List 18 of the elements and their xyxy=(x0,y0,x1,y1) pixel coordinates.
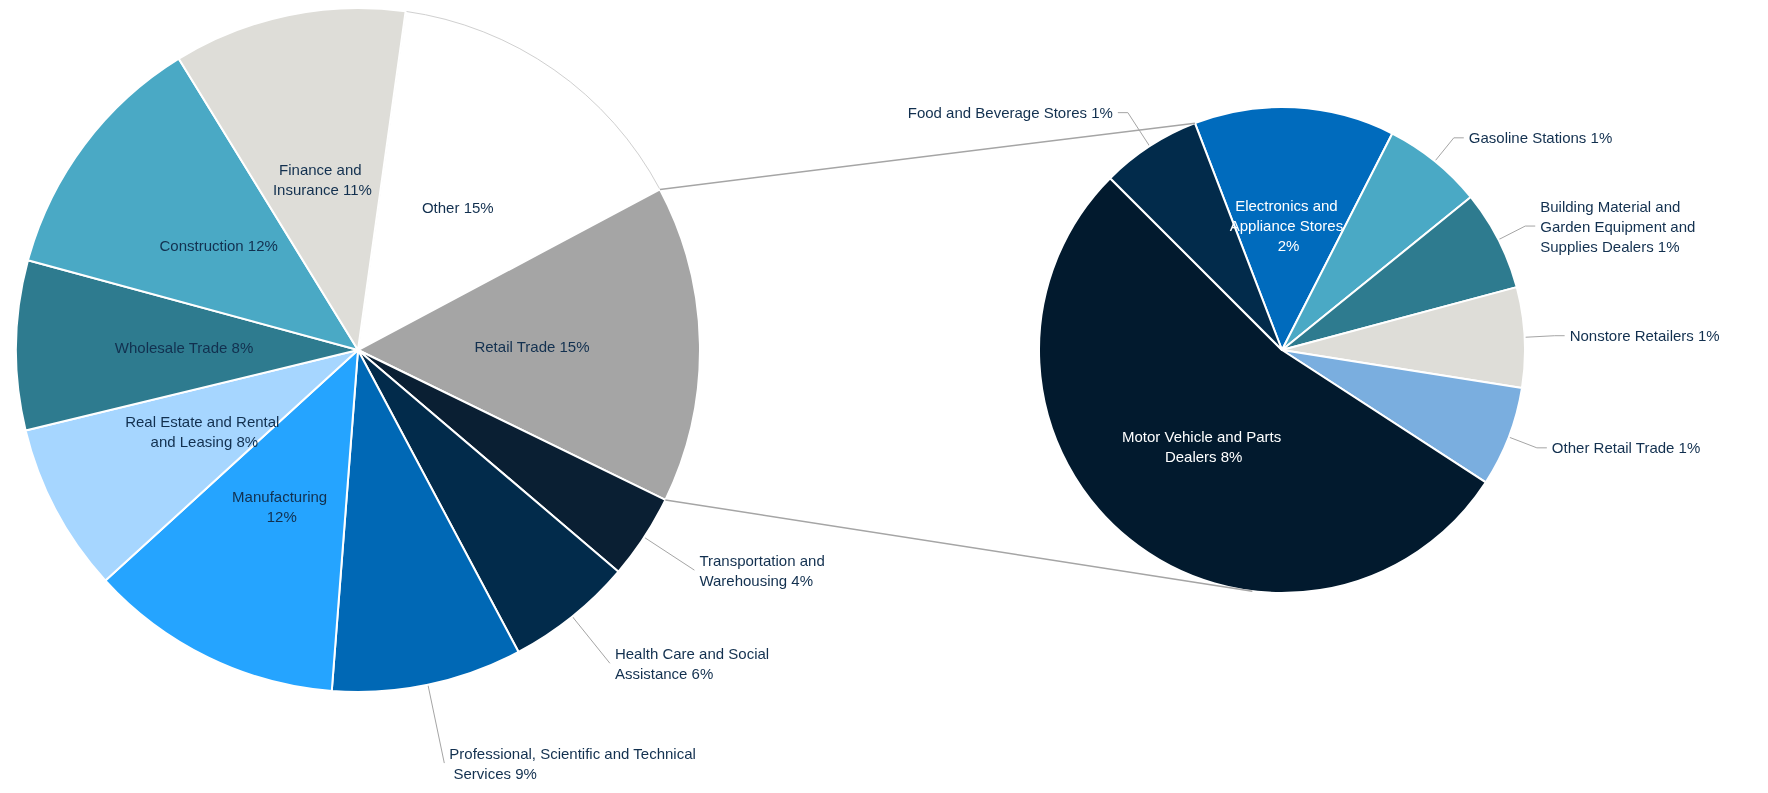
slice-label: Nonstore Retailers 1% xyxy=(1569,327,1720,345)
slice-label: Health Care and Social Assistance 6% xyxy=(614,644,774,682)
slice-label: Transportation and Warehousing 4% xyxy=(699,551,829,589)
slice-label: Retail Trade 15% xyxy=(474,338,590,356)
slice-label: Motor Vehicle and Parts Dealers 8% xyxy=(1121,428,1286,466)
slice-label: Gasoline Stations 1% xyxy=(1468,129,1613,147)
slice-label: Real Estate and Rental and Leasing 8% xyxy=(125,413,284,451)
slice-label: Wholesale Trade 8% xyxy=(114,339,254,357)
slice-label: Other Retail Trade 1% xyxy=(1551,439,1701,457)
data-label: 12% xyxy=(266,507,297,525)
slice-label: Manufacturing xyxy=(232,487,332,505)
slice-label: Food and Beverage Stores 1% xyxy=(907,104,1113,122)
slice-label: Finance and Insurance 11% xyxy=(272,161,372,199)
slice-label: Construction 12% xyxy=(159,237,278,255)
data-label: 2% xyxy=(1277,237,1300,255)
slice-label: Professional, Scientific and Technical Services 9% xyxy=(449,744,696,782)
slice-label: Other 15% xyxy=(421,198,494,216)
slice-label: Building Material and Garden Equipment and Supplies Dealers 1% xyxy=(1540,197,1700,255)
